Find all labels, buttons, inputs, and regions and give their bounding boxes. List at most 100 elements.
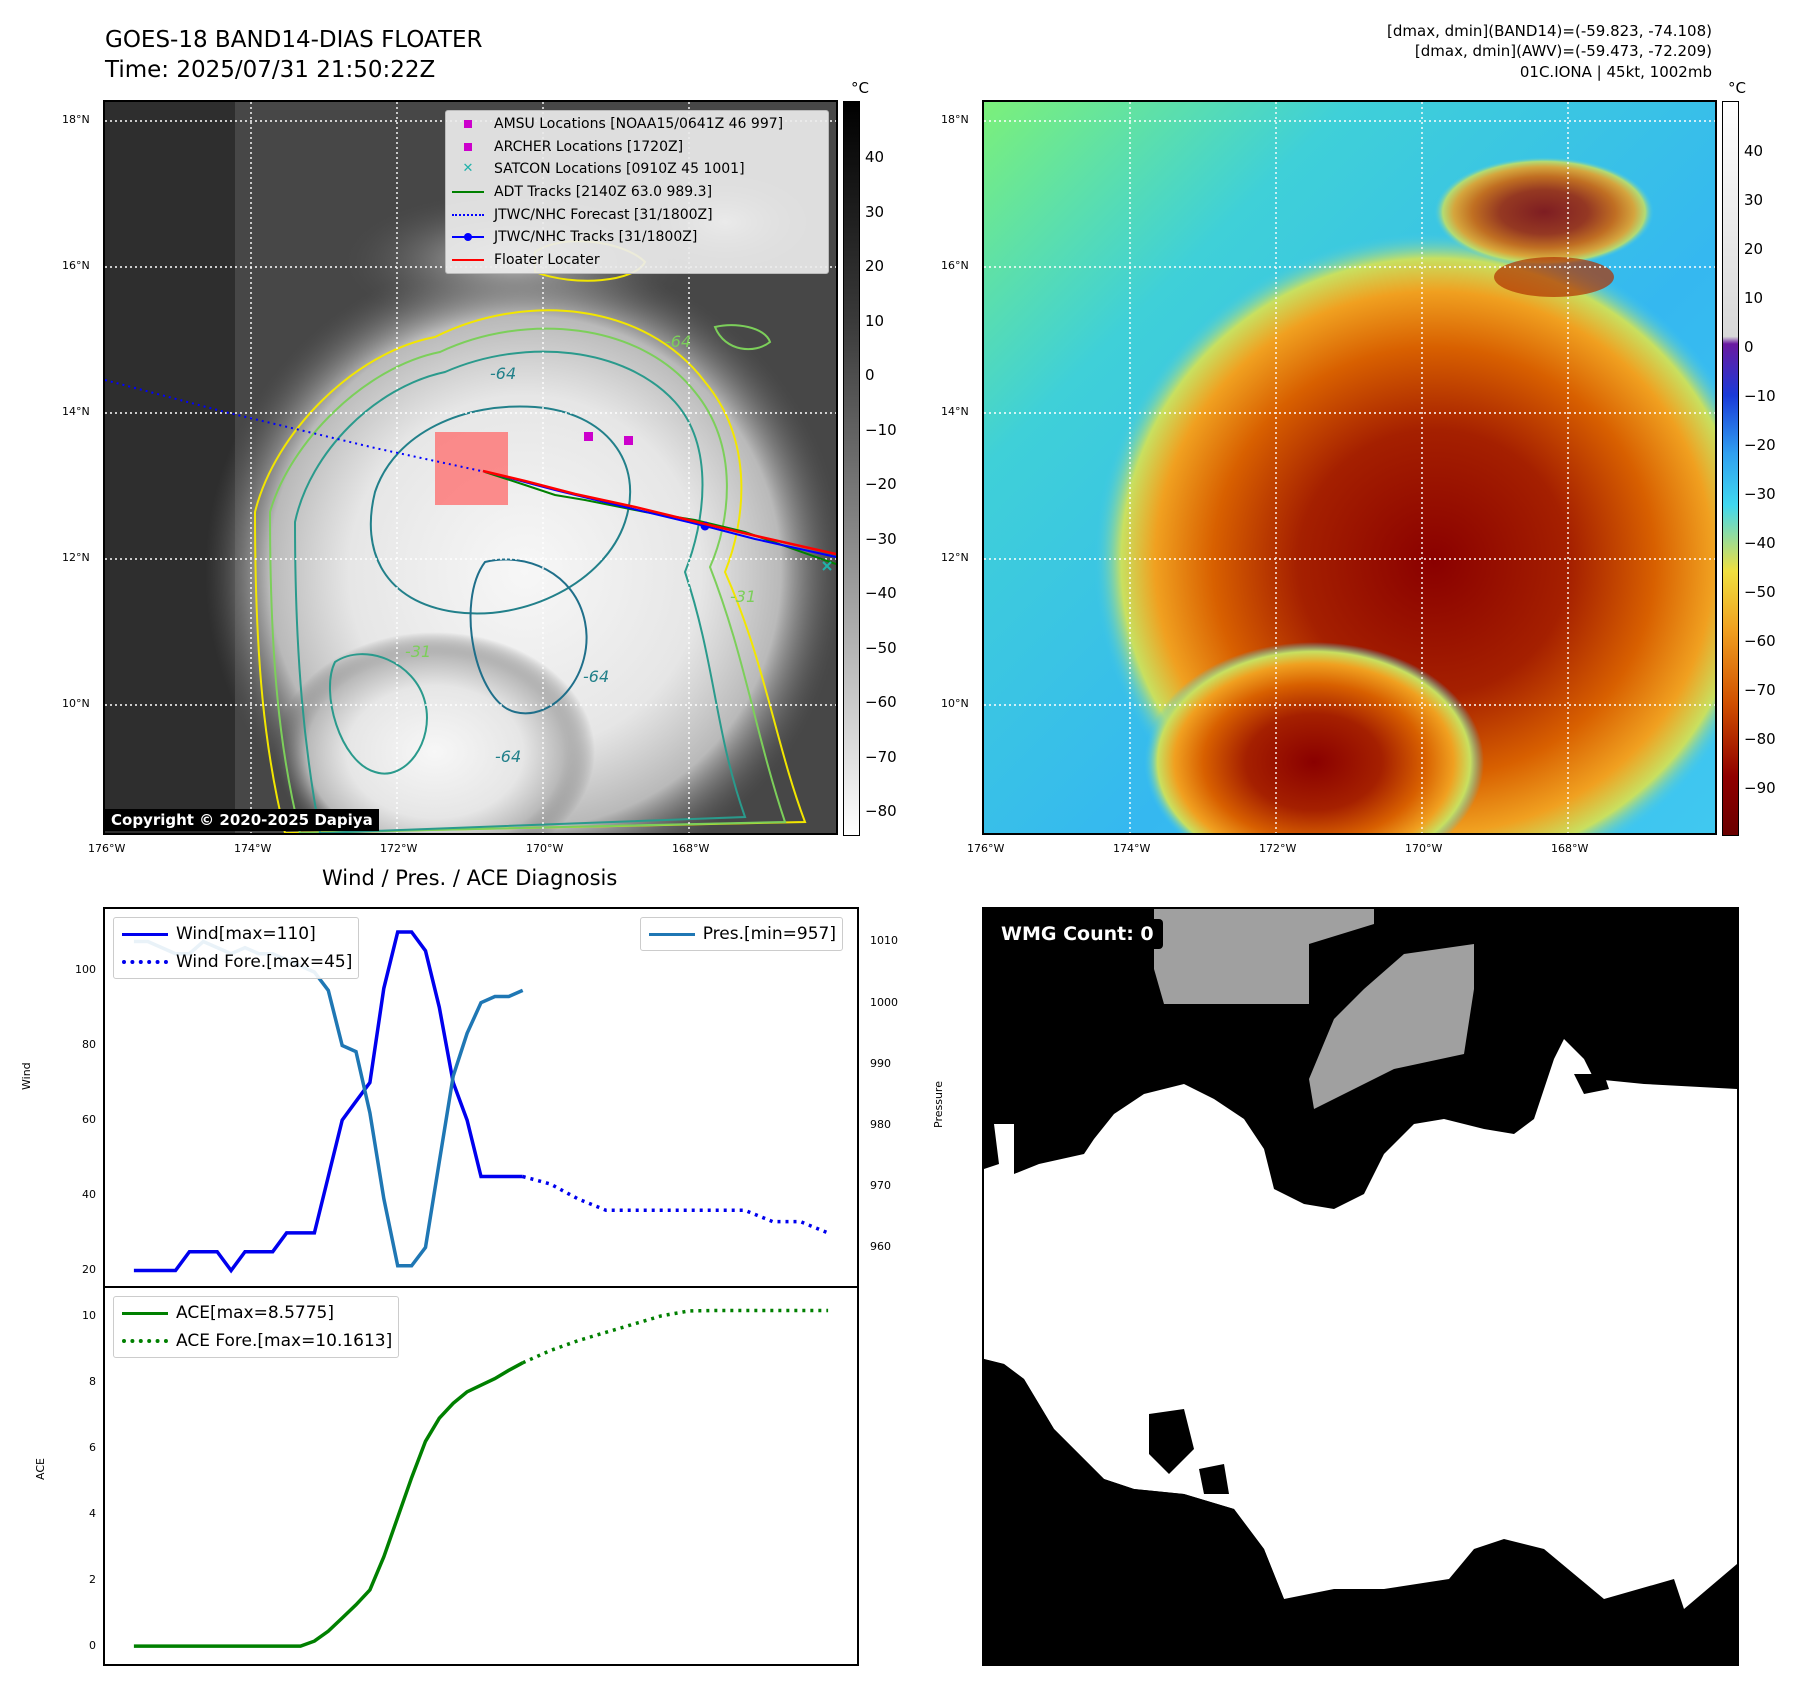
legend-item-amsu: AMSU Locations [NOAA15/0641Z 46 997] (446, 113, 828, 136)
legend-item-tracks: JTWC/NHC Tracks [31/1800Z] (446, 226, 828, 249)
right-colorbar-tick: −10 (1744, 387, 1776, 405)
pressure-ytick: 1000 (870, 995, 898, 1009)
svg-text:-64: -64 (665, 332, 691, 351)
pressure-legend: Pres.[min=957] (639, 917, 843, 951)
ace-ytick: 2 (89, 1573, 96, 1587)
wind-ytick: 20 (82, 1263, 96, 1277)
right-colorbar (1722, 101, 1739, 836)
wmg-mask-image (984, 909, 1737, 1664)
track-legend: AMSU Locations [NOAA15/0641Z 46 997] ARC… (445, 110, 829, 275)
right-colorbar-tick: −80 (1744, 730, 1776, 748)
left-colorbar-tick: −10 (865, 420, 897, 439)
pressure-ytick: 1010 (870, 934, 898, 948)
diagnosis-title: Wind / Pres. / ACE Diagnosis (322, 866, 618, 890)
ace-ytick: 8 (89, 1374, 96, 1388)
ace-plot (133, 1308, 829, 1648)
right-lon-label-174w: 174°W (1113, 842, 1151, 855)
storm-info: 01C.IONA | 45kt, 1002mb (1519, 63, 1712, 81)
lat-label-18n: 18°N (62, 113, 90, 126)
pressure-ytick: 990 (870, 1056, 891, 1070)
archer-marker (624, 436, 633, 445)
svg-text:-31: -31 (730, 587, 756, 606)
ir-color-enhanced-map (982, 100, 1717, 835)
left-colorbar-tick: 10 (865, 311, 885, 330)
right-colorbar-tick: −70 (1744, 681, 1776, 699)
wind-ytick: 80 (82, 1037, 96, 1051)
ace-series-line-0 (133, 1361, 524, 1648)
figure-title: GOES-18 BAND14-DIAS FLOATER (105, 27, 483, 53)
right-colorbar-tick: −20 (1744, 436, 1776, 454)
right-colorbar-tick: 0 (1744, 338, 1754, 356)
band14-range: [dmax, dmin](BAND14)=(-59.823, -74.108) (1387, 22, 1712, 40)
legend-item-wind-forecast: Wind Fore.[max=45] (114, 948, 352, 976)
left-colorbar-unit: °C (851, 79, 869, 97)
series-line-0 (133, 930, 523, 1274)
legend-item-archer: ARCHER Locations [1720Z] (446, 136, 828, 159)
wind-ytick: 60 (82, 1113, 96, 1127)
floater-locater-line (482, 469, 836, 556)
right-colorbar-tick: −90 (1744, 779, 1776, 797)
right-lat-label-18n: 18°N (941, 113, 969, 126)
copyright-label: Copyright © 2020-2025 Dapiya (105, 809, 379, 831)
svg-text:-64: -64 (495, 747, 521, 766)
lat-label-12n: 12°N (62, 551, 90, 564)
left-colorbar-tick: 40 (865, 148, 885, 166)
right-colorbar-tick: 40 (1744, 142, 1764, 160)
right-colorbar-tick: 10 (1744, 289, 1764, 307)
lat-label-14n: 14°N (62, 405, 90, 418)
left-colorbar-tick: −40 (865, 584, 897, 602)
left-colorbar-tick: −20 (865, 475, 897, 493)
wmg-mask-panel: WMG Count: 0 (982, 907, 1739, 1666)
left-colorbar-tick: −80 (865, 802, 897, 820)
wind-legend: Wind[max=110] Wind Fore.[max=45] (113, 917, 360, 979)
ace-ytick: 0 (89, 1639, 96, 1653)
svg-text:-64: -64 (583, 667, 609, 686)
right-lat-label-12n: 12°N (941, 551, 969, 564)
right-colorbar-tick: 20 (1744, 240, 1764, 258)
lat-label-16n: 16°N (62, 259, 90, 272)
lat-label-10n: 10°N (62, 697, 90, 710)
right-colorbar-tick: −50 (1744, 583, 1776, 601)
left-colorbar-tick: 0 (865, 366, 875, 384)
legend-item-adt: ADT Tracks [2140Z 63.0 989.3] (446, 181, 828, 204)
wind-ytick: 100 (75, 962, 96, 976)
ace-ytick: 6 (89, 1440, 96, 1454)
right-colorbar-tick: 30 (1744, 191, 1764, 209)
series-line-2 (133, 939, 524, 1268)
svg-text:-31: -31 (405, 642, 431, 661)
awv-range: [dmax, dmin](AWV)=(-59.473, -72.209) (1414, 42, 1712, 60)
left-colorbar-tick: 30 (865, 202, 885, 221)
ace-legend: ACE[max=8.5775] ACE Fore.[max=10.1613] (113, 1296, 400, 1358)
wind-axis-label: Wind (20, 1062, 33, 1090)
legend-item-wind: Wind[max=110] (114, 920, 352, 948)
wind-ytick: 40 (82, 1188, 96, 1202)
right-lon-label-176w: 176°W (967, 842, 1005, 855)
right-lat-label-10n: 10°N (941, 697, 969, 710)
left-colorbar (843, 101, 860, 836)
right-lon-label-168w: 168°W (1551, 842, 1589, 855)
lon-label-176w: 176°W (88, 842, 126, 855)
ace-ytick: 10 (82, 1308, 96, 1322)
lon-label-174w: 174°W (234, 842, 272, 855)
legend-item-ace-forecast: ACE Fore.[max=10.1613] (114, 1327, 392, 1355)
legend-item-satcon: ✕ SATCON Locations [0910Z 45 1001] (462, 161, 745, 178)
ir-color-imagery (984, 102, 1715, 833)
adt-track (484, 471, 836, 565)
left-colorbar-tick: −30 (865, 529, 897, 548)
pressure-ytick: 980 (870, 1118, 891, 1132)
ace-ytick: 4 (89, 1506, 96, 1520)
right-colorbar-tick: −30 (1744, 485, 1776, 503)
satcon-marker (822, 561, 832, 571)
right-lon-label-172w: 172°W (1259, 842, 1297, 855)
wind-pressure-chart: Wind[max=110] Wind Fore.[max=45] Pres.[m… (103, 907, 859, 1287)
wmg-count-badge: WMG Count: 0 (992, 919, 1163, 949)
right-colorbar-tick: −60 (1744, 632, 1776, 650)
right-colorbar-unit: °C (1728, 79, 1746, 97)
ace-axis-label: ACE (34, 1458, 47, 1480)
pressure-ytick: 960 (870, 1240, 891, 1254)
left-colorbar-tick: −70 (865, 747, 897, 766)
left-colorbar-tick: 20 (865, 257, 885, 275)
lon-label-170w: 170°W (526, 842, 564, 855)
left-colorbar-tick: −50 (865, 638, 897, 657)
lon-label-172w: 172°W (380, 842, 418, 855)
